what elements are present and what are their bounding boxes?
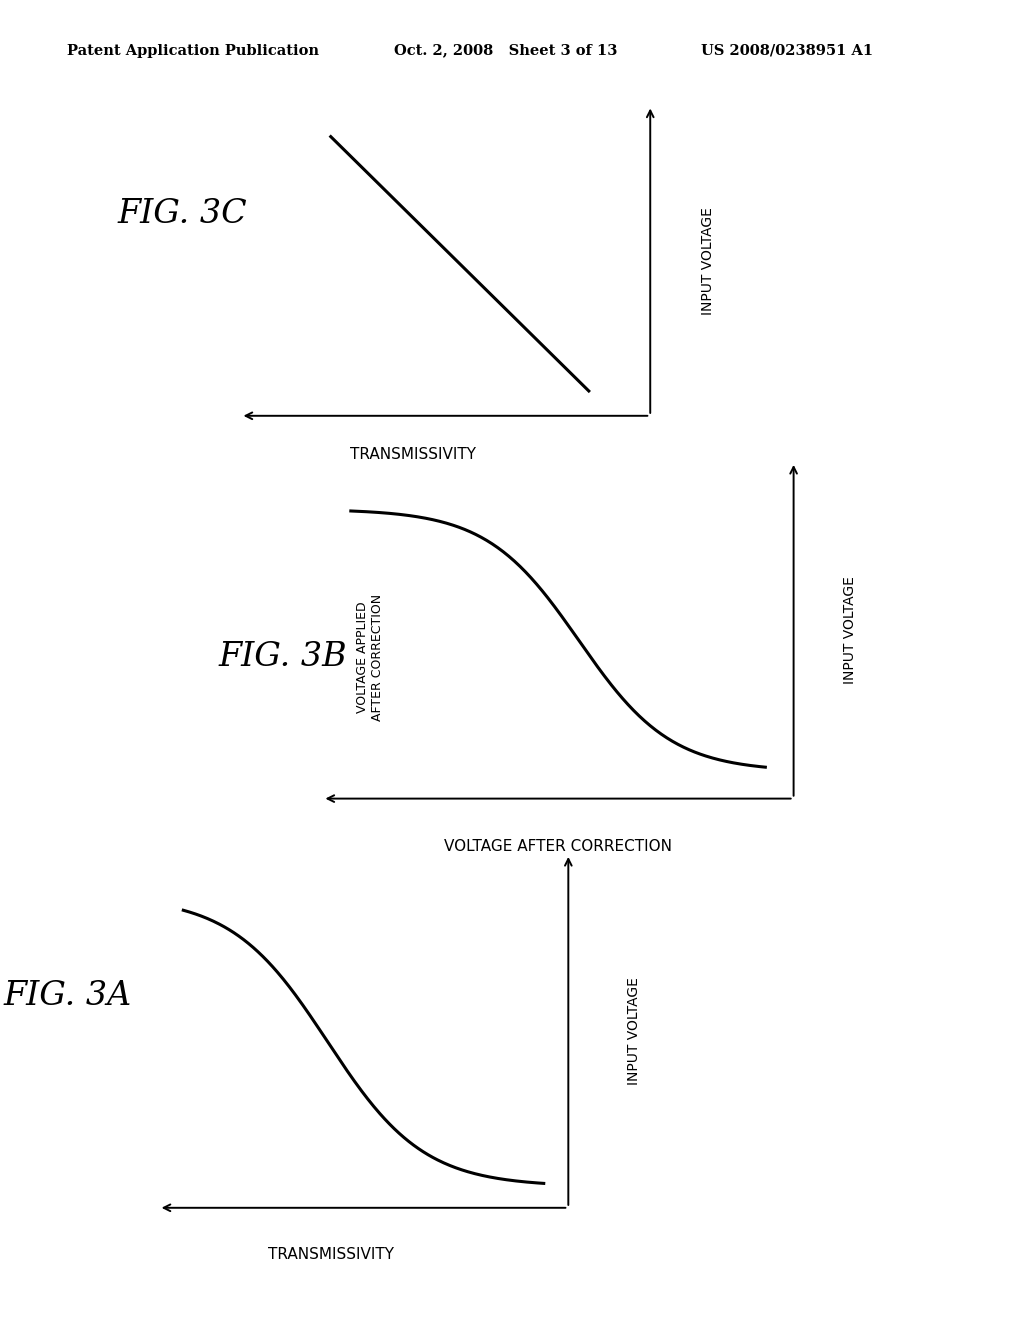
Text: Patent Application Publication: Patent Application Publication <box>67 44 318 58</box>
Text: Oct. 2, 2008   Sheet 3 of 13: Oct. 2, 2008 Sheet 3 of 13 <box>394 44 617 58</box>
Text: FIG. 3C: FIG. 3C <box>118 198 248 230</box>
Text: TRANSMISSIVITY: TRANSMISSIVITY <box>349 446 476 462</box>
Text: INPUT VOLTAGE: INPUT VOLTAGE <box>700 207 715 314</box>
Text: FIG. 3A: FIG. 3A <box>3 979 131 1011</box>
Text: VOLTAGE AFTER CORRECTION: VOLTAGE AFTER CORRECTION <box>444 840 672 854</box>
Text: VOLTAGE APPLIED
AFTER CORRECTION: VOLTAGE APPLIED AFTER CORRECTION <box>355 594 384 721</box>
Text: TRANSMISSIVITY: TRANSMISSIVITY <box>267 1246 394 1262</box>
Text: INPUT VOLTAGE: INPUT VOLTAGE <box>627 977 641 1085</box>
Text: FIG. 3B: FIG. 3B <box>219 642 347 673</box>
Text: INPUT VOLTAGE: INPUT VOLTAGE <box>843 577 857 684</box>
Text: US 2008/0238951 A1: US 2008/0238951 A1 <box>701 44 873 58</box>
